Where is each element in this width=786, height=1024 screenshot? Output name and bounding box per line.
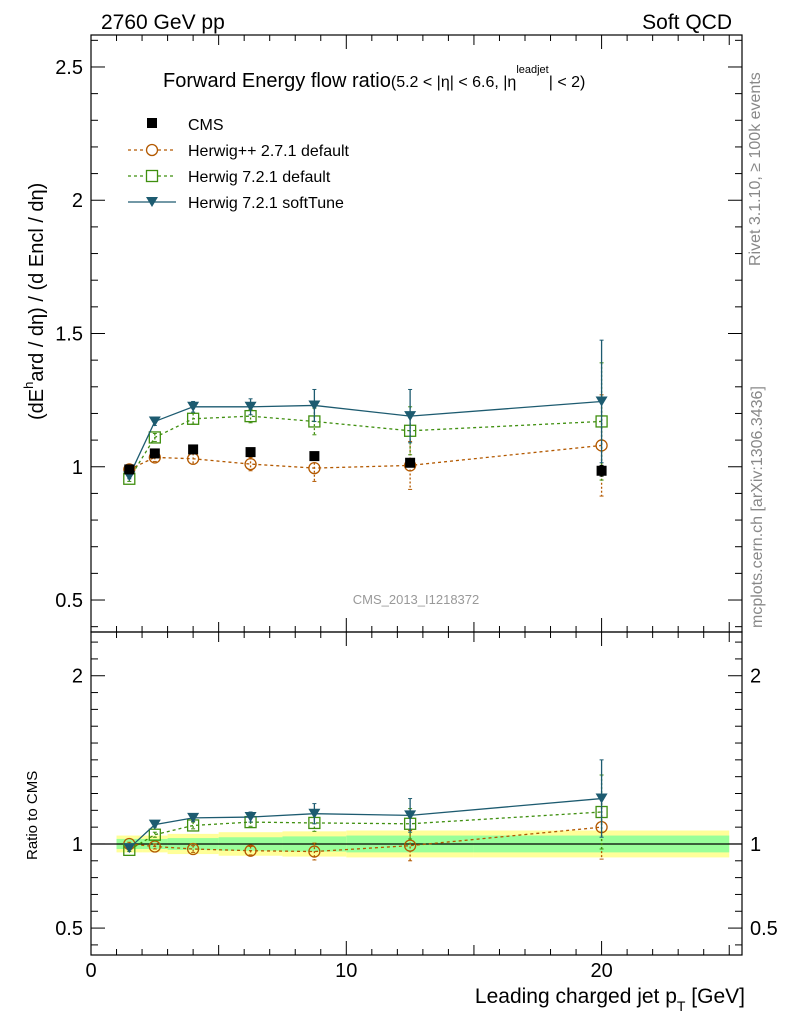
data-point-softtune — [244, 812, 257, 823]
legend-label-herwig721: Herwig 7.2.1 default — [188, 169, 331, 186]
data-point-cms — [149, 448, 160, 459]
y-tick-label-right: 2 — [750, 666, 761, 688]
data-point-softtune — [123, 843, 136, 854]
data-point-softtune — [595, 396, 608, 407]
data-point-herwigpp — [244, 457, 257, 471]
main-ylabel-sup: h — [21, 382, 36, 389]
y-tick-label: 1 — [72, 457, 83, 479]
main-data-series — [123, 339, 608, 497]
chart-title: Forward Energy flow ratio(5.2 < |η| < 6.… — [163, 64, 585, 92]
main-axis-ticks: 0.5 1 1.5 2 2.5 — [55, 35, 742, 632]
main-ylabel: (dEhard / dη) / (d Encl / dη) — [21, 183, 48, 420]
data-point-herwigpp — [308, 845, 321, 858]
legend: CMS Herwig++ 2.7.1 default Herwig 7.2.1 … — [128, 117, 350, 212]
data-point-herwigpp — [244, 844, 257, 857]
header-right: Soft QCD — [642, 11, 732, 34]
legend-item-cms: CMS — [147, 117, 224, 134]
data-point-softtune — [244, 401, 257, 412]
legend-marker-herwig721 — [145, 169, 159, 183]
ratio-uncertainty-band — [91, 830, 742, 858]
legend-marker-cms — [147, 118, 157, 128]
data-point-herwig721 — [148, 431, 161, 444]
data-point-softtune — [148, 819, 161, 830]
series-line-softtune — [128, 400, 602, 477]
data-point-softtune — [148, 416, 161, 427]
data-point-softtune — [308, 808, 321, 819]
x-axis-label-sub: T — [677, 998, 686, 1014]
x-axis-label-a: Leading charged jet p — [475, 985, 677, 1008]
x-axis-label-b: [GeV] — [685, 985, 745, 1008]
ratio-ylabel: Ratio to CMS — [24, 771, 41, 860]
x-tick-label: 0 — [85, 960, 96, 982]
y-tick-label: 2 — [72, 666, 83, 688]
y-tick-label: 2 — [72, 190, 83, 212]
chart-title-sup: leadjet — [516, 64, 548, 76]
ratio-panel: 0 10 20 0.5 0.5 1 1 2 2 Ratio to CMS Leading cha… — [24, 631, 778, 1014]
y-tick-label: 0.5 — [55, 590, 83, 612]
ratio-data-series — [123, 759, 608, 862]
legend-label-softtune: Herwig 7.2.1 softTune — [188, 195, 344, 212]
analysis-watermark: CMS_2013_I1218372 — [353, 592, 480, 607]
y-tick-label: 1.5 — [55, 324, 83, 346]
legend-label-cms: CMS — [188, 117, 224, 134]
y-tick-label: 0.5 — [55, 918, 83, 940]
legend-marker-softtune — [146, 197, 158, 207]
main-panel: 0.5 1 1.5 2 2.5 Forward Energy flow ratio(5.… — [21, 34, 743, 633]
ratio-axis-ticks: 0 10 20 0.5 0.5 1 1 2 2 — [55, 632, 778, 982]
series-line-herwigpp — [129, 444, 602, 471]
data-point-softtune — [187, 401, 200, 412]
y-tick-label-right: 1 — [750, 834, 761, 856]
data-point-herwigpp — [148, 840, 161, 853]
x-tick-label: 10 — [335, 960, 357, 982]
legend-label-herwigpp: Herwig++ 2.7.1 default — [188, 143, 350, 160]
ratio-plot-frame — [90, 631, 743, 956]
y-tick-label: 2.5 — [55, 57, 83, 79]
data-point-cms — [596, 465, 607, 476]
data-point-softtune — [308, 400, 321, 411]
data-point-cms — [405, 457, 416, 468]
legend-marker-herwigpp — [145, 143, 159, 157]
data-point-cms — [188, 444, 199, 455]
data-point-herwigpp — [308, 461, 321, 475]
data-point-cms — [245, 447, 256, 458]
data-point-softtune — [187, 812, 200, 823]
chart-title-end: | < 2) — [549, 74, 586, 91]
main-ylabel-b: ard / dη) / (d Encl / dη) — [26, 183, 48, 382]
chart-title-sub: (5.2 < |η| < 6.6, |η — [391, 74, 516, 91]
x-axis-label: Leading charged jet pT [GeV] — [475, 985, 745, 1014]
mcplots-source-label: mcplots.cern.ch [arXiv:1306.3436] — [749, 386, 766, 628]
data-point-cms — [309, 451, 320, 462]
y-tick-label: 1 — [72, 834, 83, 856]
chart-title-main: Forward Energy flow ratio — [163, 70, 391, 92]
y-tick-label-right: 0.5 — [750, 918, 778, 940]
legend-item-herwigpp: Herwig++ 2.7.1 default — [128, 143, 350, 160]
main-ylabel-a: (dE — [26, 389, 48, 420]
data-point-herwigpp — [403, 839, 417, 852]
data-point-herwigpp — [186, 842, 200, 856]
x-tick-label: 20 — [590, 960, 612, 982]
rivet-version-label: Rivet 3.1.10, ≥ 100k events — [747, 72, 764, 266]
series-line-herwig721 — [128, 415, 602, 480]
data-point-cms — [124, 464, 135, 475]
data-point-herwig721 — [186, 412, 200, 425]
legend-item-softtune: Herwig 7.2.1 softTune — [128, 195, 344, 212]
header-left: 2760 GeV pp — [101, 11, 225, 34]
data-point-softtune — [595, 793, 608, 804]
data-point-softtune — [404, 810, 417, 821]
legend-item-herwig721: Herwig 7.2.1 default — [128, 169, 331, 186]
data-point-softtune — [404, 411, 417, 422]
